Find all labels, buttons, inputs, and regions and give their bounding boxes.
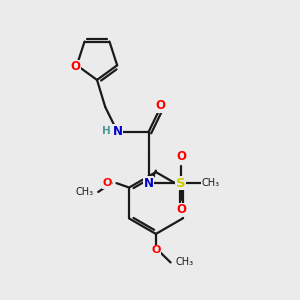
Text: O: O (102, 178, 111, 188)
Text: CH₃: CH₃ (75, 187, 93, 197)
Text: N: N (112, 125, 123, 138)
Text: N: N (143, 177, 154, 190)
Text: CH₃: CH₃ (201, 178, 219, 188)
Text: O: O (155, 99, 165, 112)
Text: O: O (176, 203, 186, 216)
Text: S: S (176, 177, 186, 190)
Text: O: O (151, 245, 160, 255)
Text: CH₃: CH₃ (175, 257, 193, 268)
Text: O: O (70, 60, 80, 73)
Text: O: O (176, 150, 186, 163)
Text: H: H (102, 126, 111, 136)
